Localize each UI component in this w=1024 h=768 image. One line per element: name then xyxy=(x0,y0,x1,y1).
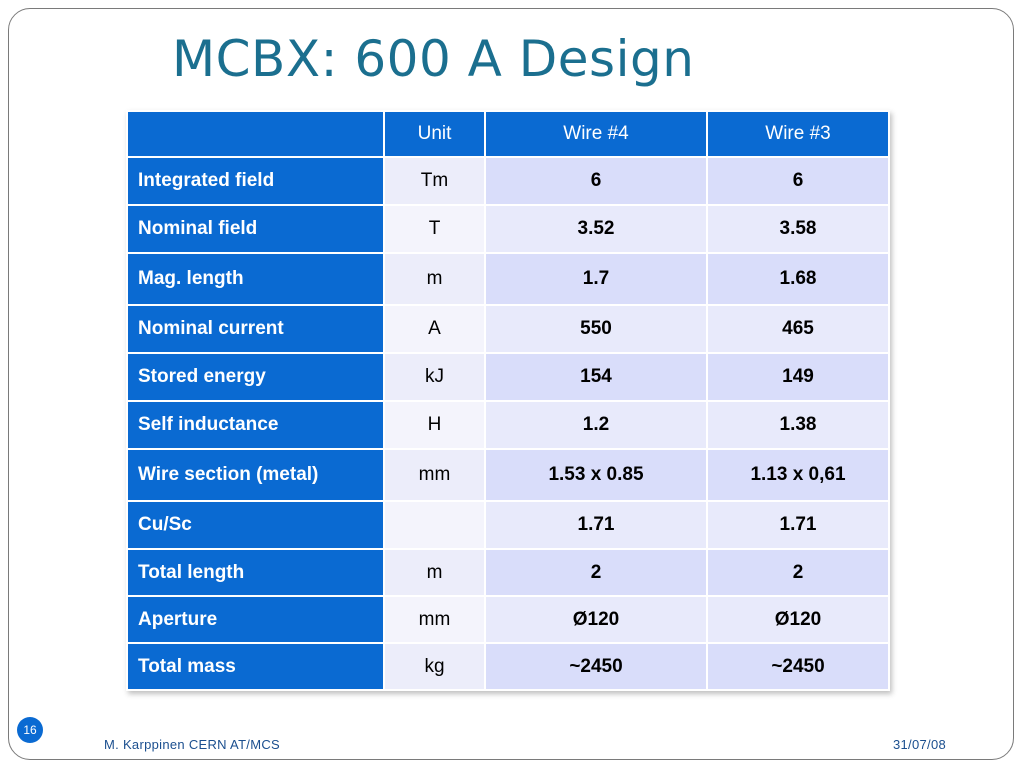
row-unit: T xyxy=(383,204,486,254)
slide-frame xyxy=(8,8,1014,760)
table-row: Self inductance H 1.2 1.38 xyxy=(126,400,890,450)
row-wire3-value: 2 xyxy=(706,548,890,597)
row-wire3-value: 149 xyxy=(706,352,890,402)
row-unit: Tm xyxy=(383,156,486,206)
row-label: Nominal current xyxy=(126,304,385,354)
row-wire3-value: 3.58 xyxy=(706,204,890,254)
row-wire3-value: ~2450 xyxy=(706,642,890,691)
row-wire4-value: ~2450 xyxy=(484,642,708,691)
row-wire4-value: Ø120 xyxy=(484,595,708,644)
row-label: Total mass xyxy=(126,642,385,691)
footer-author: M. Karppinen CERN AT/MCS xyxy=(104,737,281,752)
row-wire4-value: 6 xyxy=(484,156,708,206)
header-wire4: Wire #4 xyxy=(484,110,708,158)
row-wire4-value: 154 xyxy=(484,352,708,402)
row-label: Wire section (metal) xyxy=(126,448,385,502)
row-wire4-value: 3.52 xyxy=(484,204,708,254)
table-row: Cu/Sc 1.71 1.71 xyxy=(126,500,890,550)
row-unit: H xyxy=(383,400,486,450)
row-unit: kJ xyxy=(383,352,486,402)
row-unit: m xyxy=(383,252,486,306)
row-wire4-value: 1.2 xyxy=(484,400,708,450)
row-wire3-value: Ø120 xyxy=(706,595,890,644)
table-row: Nominal field T 3.52 3.58 xyxy=(126,204,890,254)
table-header-row: Unit Wire #4 Wire #3 xyxy=(126,110,890,158)
row-unit: m xyxy=(383,548,486,597)
row-wire3-value: 1.71 xyxy=(706,500,890,550)
row-wire4-value: 2 xyxy=(484,548,708,597)
row-wire3-value: 1.68 xyxy=(706,252,890,306)
row-wire4-value: 550 xyxy=(484,304,708,354)
slide-title: MCBX: 600 A Design xyxy=(172,30,695,88)
row-wire3-value: 1.13 x 0,61 xyxy=(706,448,890,502)
table-row: Wire section (metal) mm 1.53 x 0.85 1.13… xyxy=(126,448,890,502)
header-blank xyxy=(126,110,385,158)
row-label: Integrated field xyxy=(126,156,385,206)
row-unit: kg xyxy=(383,642,486,691)
table-row: Total length m 2 2 xyxy=(126,548,890,597)
row-wire3-value: 465 xyxy=(706,304,890,354)
table-row: Nominal current A 550 465 xyxy=(126,304,890,354)
table-row: Integrated field Tm 6 6 xyxy=(126,156,890,206)
row-label: Mag. length xyxy=(126,252,385,306)
footer-date: 31/07/08 xyxy=(893,737,947,752)
row-label: Nominal field xyxy=(126,204,385,254)
row-wire4-value: 1.71 xyxy=(484,500,708,550)
spec-table: Unit Wire #4 Wire #3 Integrated field Tm… xyxy=(126,110,890,691)
header-wire3: Wire #3 xyxy=(706,110,890,158)
row-wire4-value: 1.7 xyxy=(484,252,708,306)
row-wire3-value: 6 xyxy=(706,156,890,206)
table-row: Mag. length m 1.7 1.68 xyxy=(126,252,890,306)
table-row: Stored energy kJ 154 149 xyxy=(126,352,890,402)
row-label: Self inductance xyxy=(126,400,385,450)
row-unit: mm xyxy=(383,595,486,644)
row-label: Total length xyxy=(126,548,385,597)
header-unit: Unit xyxy=(383,110,486,158)
slide-number-badge: 16 xyxy=(17,717,43,743)
table-row: Aperture mm Ø120 Ø120 xyxy=(126,595,890,644)
row-unit: mm xyxy=(383,448,486,502)
row-label: Stored energy xyxy=(126,352,385,402)
row-wire4-value: 1.53 x 0.85 xyxy=(484,448,708,502)
table-row: Total mass kg ~2450 ~2450 xyxy=(126,642,890,691)
row-unit: A xyxy=(383,304,486,354)
row-unit xyxy=(383,500,486,550)
row-label: Aperture xyxy=(126,595,385,644)
row-wire3-value: 1.38 xyxy=(706,400,890,450)
row-label: Cu/Sc xyxy=(126,500,385,550)
